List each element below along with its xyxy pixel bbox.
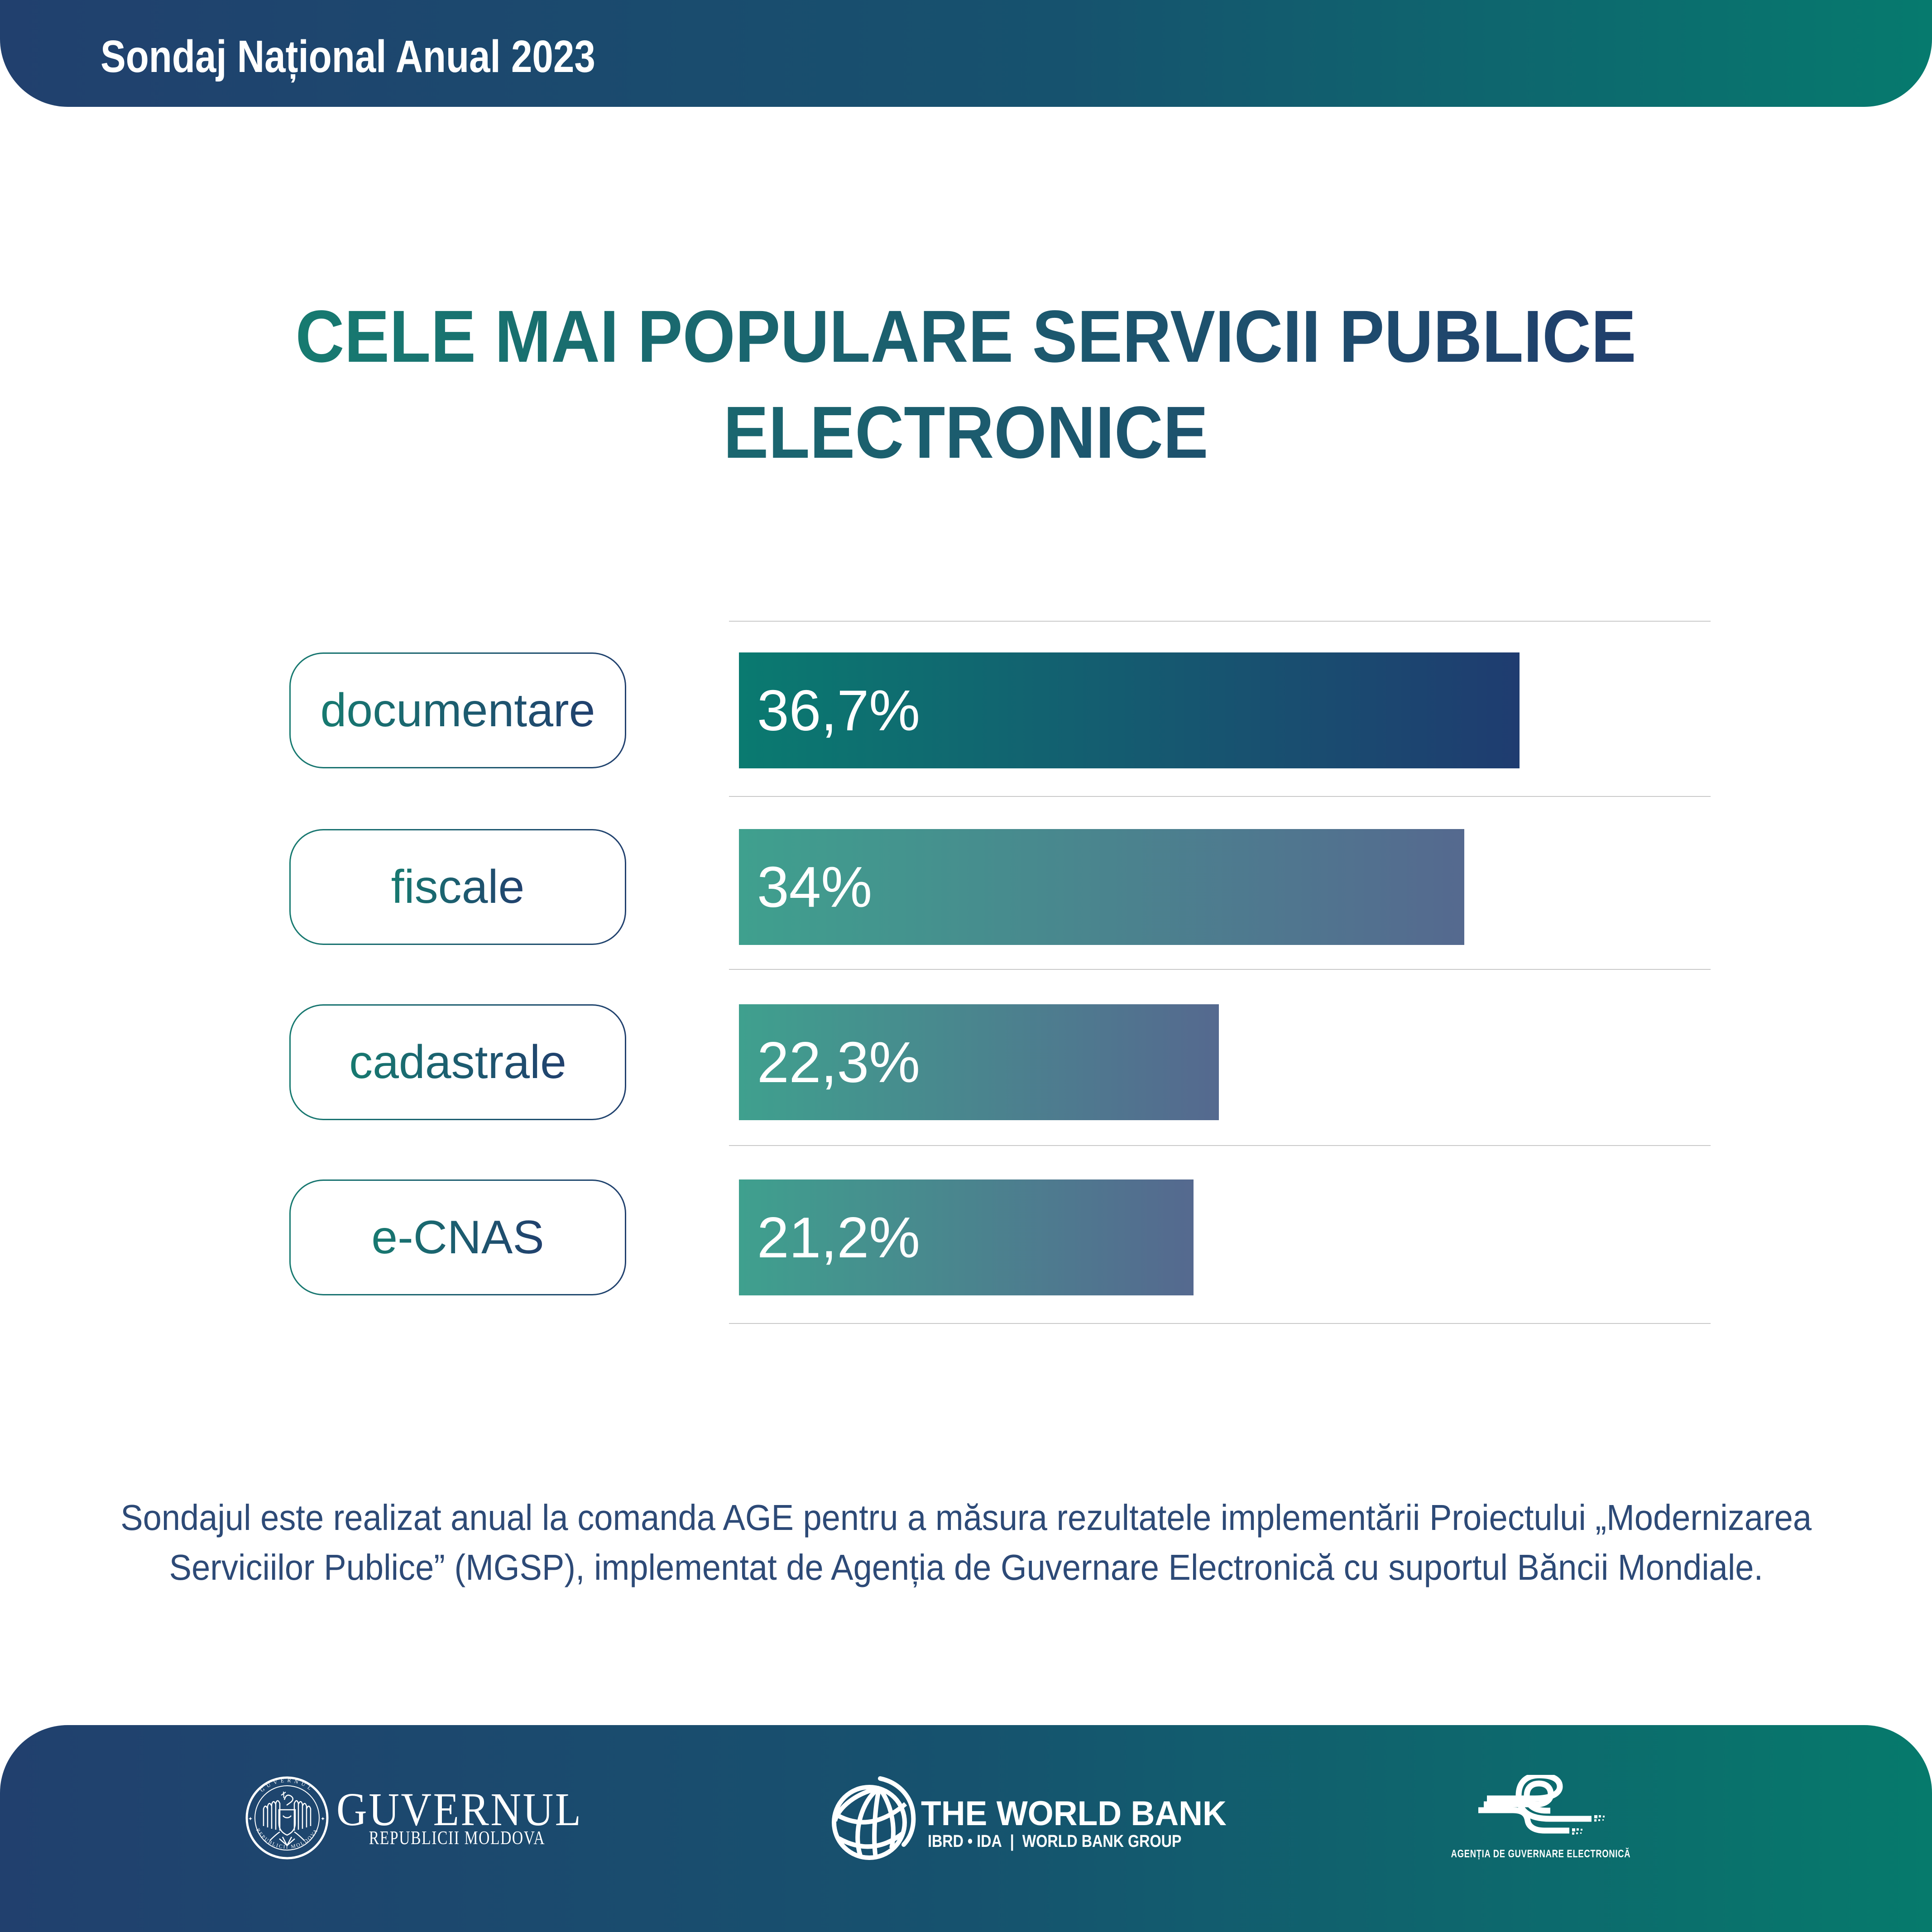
svg-text:✦: ✦ [321, 1816, 325, 1822]
svg-text:✦: ✦ [248, 1816, 253, 1822]
svg-text:GUVERNUL: GUVERNUL [259, 1777, 316, 1793]
